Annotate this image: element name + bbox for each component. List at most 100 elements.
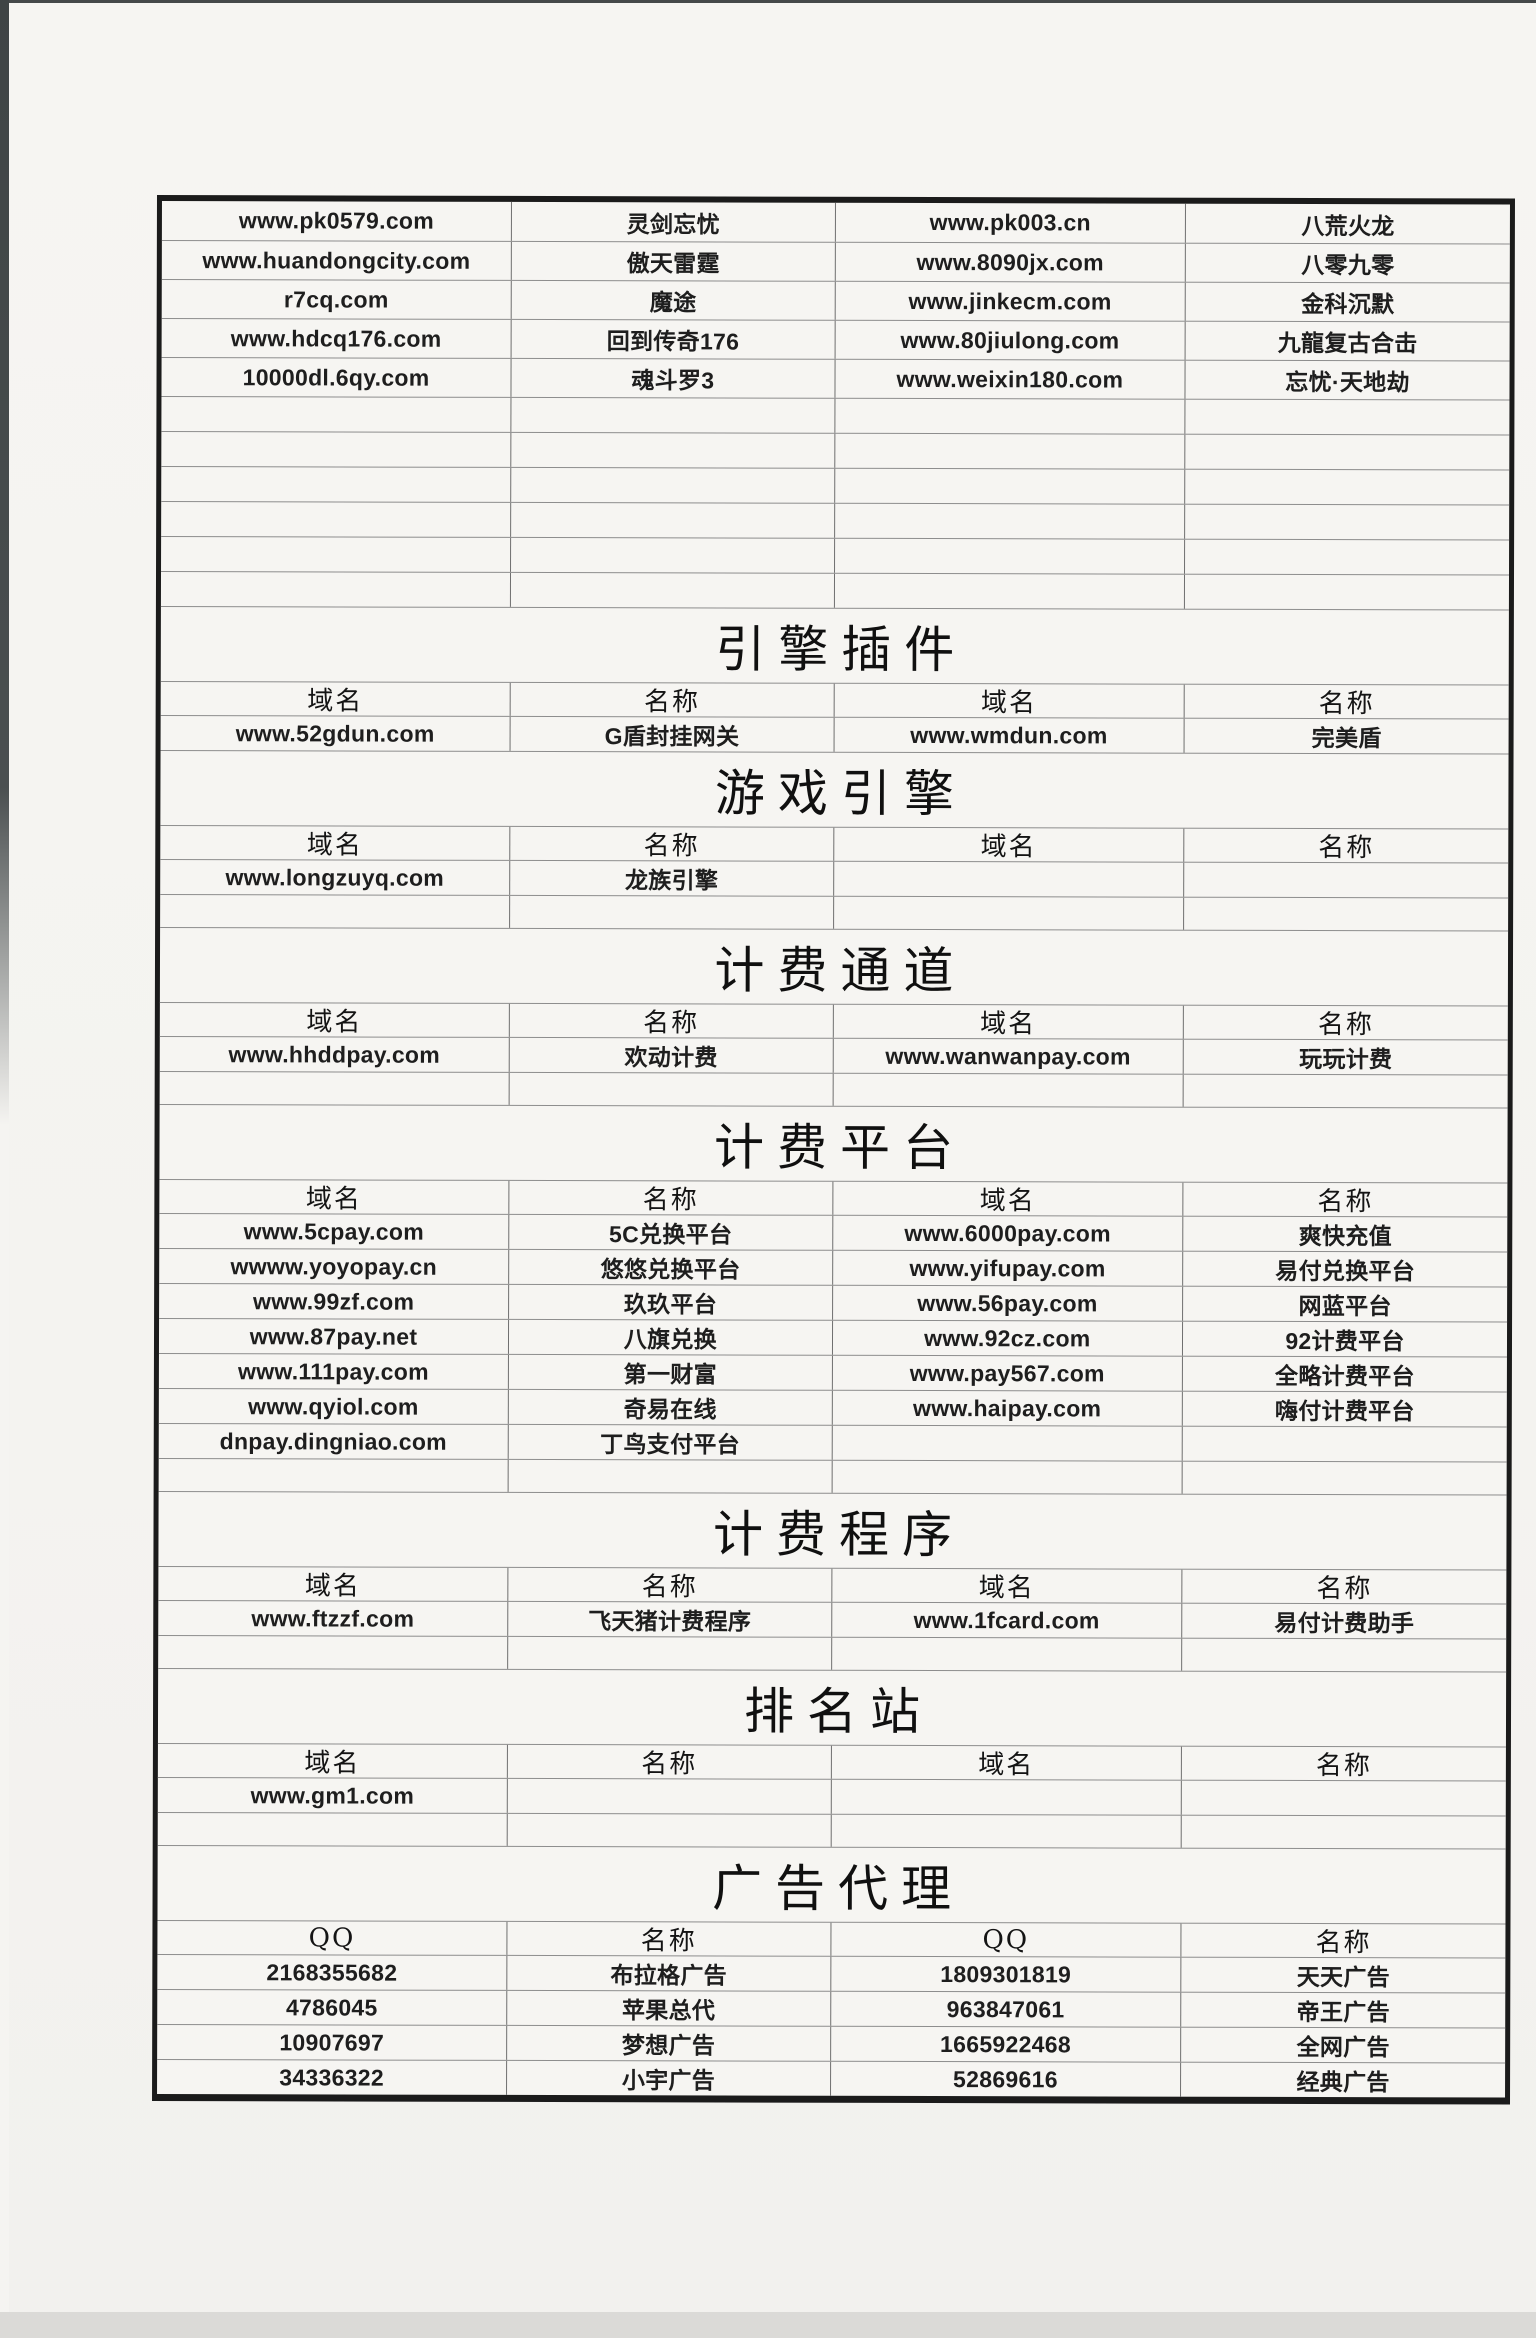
domain-cell: www.longzuyq.com: [160, 860, 509, 895]
column-header: 名称: [640, 1926, 697, 1956]
column-header: 域名: [980, 688, 1038, 718]
table-row: www.hdcq176.com 回到传奇176 www.80jiulong.com 九…: [161, 318, 1510, 361]
name-cell-text: 玖玖平台: [623, 1291, 718, 1318]
domain-cell: www.pk003.cn: [834, 202, 1186, 243]
qq-cell-text: 1665922468: [940, 2030, 1072, 2057]
name-cell: 全网广告: [1180, 2027, 1506, 2063]
column-header-cell: 名称: [506, 1744, 831, 1779]
table-row: www.5cpay.com 5C兑换平台 www.6000pay.com 爽快充值: [159, 1213, 1508, 1252]
domain-cell-text: www.wanwanpay.com: [885, 1042, 1131, 1070]
name-cell-text: 天天广告: [1296, 1963, 1391, 1991]
name-cell: 天天广告: [1180, 1957, 1506, 1993]
domain-cell: dnpay.dingniao.com: [159, 1424, 508, 1459]
column-header-cell: 域名: [832, 827, 1184, 862]
name-cell: 完美盾: [1183, 718, 1509, 754]
domain-cell: www.huandongcity.com: [162, 241, 511, 280]
domain-cell: [832, 861, 1184, 897]
name-cell-text: 全网广告: [1296, 2033, 1390, 2061]
table-row: www.ftzzf.com 飞天猪计费程序 www.1fcard.com 易付计费助手: [158, 1600, 1507, 1639]
column-header: 名称: [1318, 689, 1375, 719]
section-title-cell: 计费通道: [160, 928, 1508, 1006]
column-header: 名称: [1316, 1574, 1373, 1604]
column-header: 域名: [978, 1573, 1035, 1603]
name-cell-text: 龙族引擎: [624, 867, 719, 894]
name-cell-text: 玩玩计费: [1299, 1045, 1393, 1073]
scan-edge-left: [0, 0, 9, 1125]
header-row: 域名 名称 域名 名称: [159, 1002, 1508, 1040]
column-header: 名称: [1315, 1928, 1372, 1958]
column-header: 域名: [980, 832, 1037, 862]
column-header-cell: 名称: [509, 682, 834, 717]
section-title-cell: 游戏引擎: [160, 751, 1508, 829]
scan-edge-bottom: [0, 2312, 1536, 2338]
domain-cell: [830, 1637, 1182, 1671]
empty-row: [157, 1812, 1506, 1849]
column-header: 域名: [305, 1184, 362, 1214]
name-cell-text: 梦想广告: [621, 2032, 716, 2059]
domain-cell: www.qyiol.com: [159, 1389, 508, 1424]
column-header-cell: 名称: [1180, 1923, 1506, 1958]
name-cell-text: 魔途: [649, 289, 697, 316]
column-header-cell: 域名: [159, 1180, 508, 1214]
column-header: 域名: [307, 686, 364, 716]
name-cell: 玖玖平台: [508, 1284, 832, 1320]
name-cell: 玩玩计费: [1182, 1039, 1508, 1075]
domain-cell: www.52gdun.com: [161, 716, 510, 751]
section-title-row: 计费平台: [159, 1104, 1508, 1183]
name-cell: 苹果总代: [506, 1990, 830, 2026]
table-row: www.gm1.com: [157, 1777, 1506, 1816]
name-cell-text: 92计费平台: [1285, 1327, 1405, 1355]
name-cell: 忘忧·天地劫: [1184, 360, 1510, 400]
name-cell: 八零九零: [1184, 243, 1510, 283]
section-title: 计费平台: [713, 1118, 967, 1178]
domain-cell-text: www.pay567.com: [909, 1359, 1105, 1386]
qq-cell: 10907697: [157, 2025, 506, 2060]
section-title-cell: 引擎插件: [161, 607, 1509, 685]
column-header: QQ: [982, 1924, 1030, 1955]
domain-cell: www.8090jx.com: [834, 242, 1185, 282]
name-cell: 八荒火龙: [1184, 203, 1510, 244]
column-header-cell: 域名: [831, 1181, 1183, 1216]
name-cell-text: 魂斗罗3: [631, 367, 715, 394]
name-cell: [1181, 1461, 1507, 1495]
name-cell: 奇易在线: [507, 1389, 832, 1425]
empty-row: [158, 1635, 1507, 1672]
name-cell: [1184, 574, 1509, 610]
name-cell: [1183, 862, 1509, 898]
name-cell-text: G盾封挂网关: [604, 723, 740, 750]
domain-cell: [833, 433, 1185, 469]
domain-cell-text: www.1fcard.com: [913, 1606, 1100, 1633]
name-cell-text: 九龍复古合击: [1277, 329, 1418, 357]
domain-cell-text: www.111pay.com: [238, 1357, 429, 1385]
domain-cell-text: www.pk0579.com: [238, 207, 435, 234]
name-cell: 梦想广告: [506, 2025, 830, 2061]
domain-cell: www.1fcard.com: [830, 1602, 1182, 1638]
domain-cell: [158, 1813, 507, 1846]
domain-cell: [833, 503, 1185, 539]
header-row: 域名 名称 域名 名称: [160, 825, 1509, 863]
domain-cell-text: www.52gdun.com: [235, 719, 435, 747]
name-cell: [1181, 1426, 1507, 1462]
column-header-cell: 域名: [158, 1744, 507, 1778]
domain-cell: www.wmdun.com: [833, 717, 1184, 753]
name-cell-text: 易付计费助手: [1274, 1609, 1415, 1637]
domain-cell: r7cq.com: [162, 280, 511, 319]
name-cell: 傲天雷霆: [510, 241, 835, 281]
table-row: dnpay.dingniao.com 丁鸟支付平台: [158, 1423, 1507, 1462]
domain-cell: www.pk0579.com: [162, 201, 511, 241]
table-row: 10000dl.6qy.com 魂斗罗3 www.weixin180.com 忘忧·天…: [161, 357, 1510, 400]
column-header-cell: QQ: [157, 1921, 506, 1955]
column-header-cell: 名称: [506, 1921, 831, 1956]
column-header: QQ: [308, 1922, 356, 1954]
domain-cell: www.hhddpay.com: [160, 1037, 509, 1072]
column-header-cell: 名称: [508, 1180, 833, 1215]
name-cell-text: 奇易在线: [623, 1396, 717, 1423]
domain-cell-text: www.80jiulong.com: [900, 326, 1120, 354]
empty-row: [161, 536, 1510, 575]
column-header-cell: 名称: [507, 1567, 832, 1602]
qq-cell-text: 4786045: [285, 1993, 378, 2021]
column-header-cell: 域名: [830, 1745, 1182, 1780]
domain-cell-text: www.longzuyq.com: [225, 863, 445, 891]
qq-cell: 2168355682: [157, 1955, 506, 1990]
table-row: 34336322 小宇广告 52869616 经典广告: [157, 2059, 1506, 2098]
